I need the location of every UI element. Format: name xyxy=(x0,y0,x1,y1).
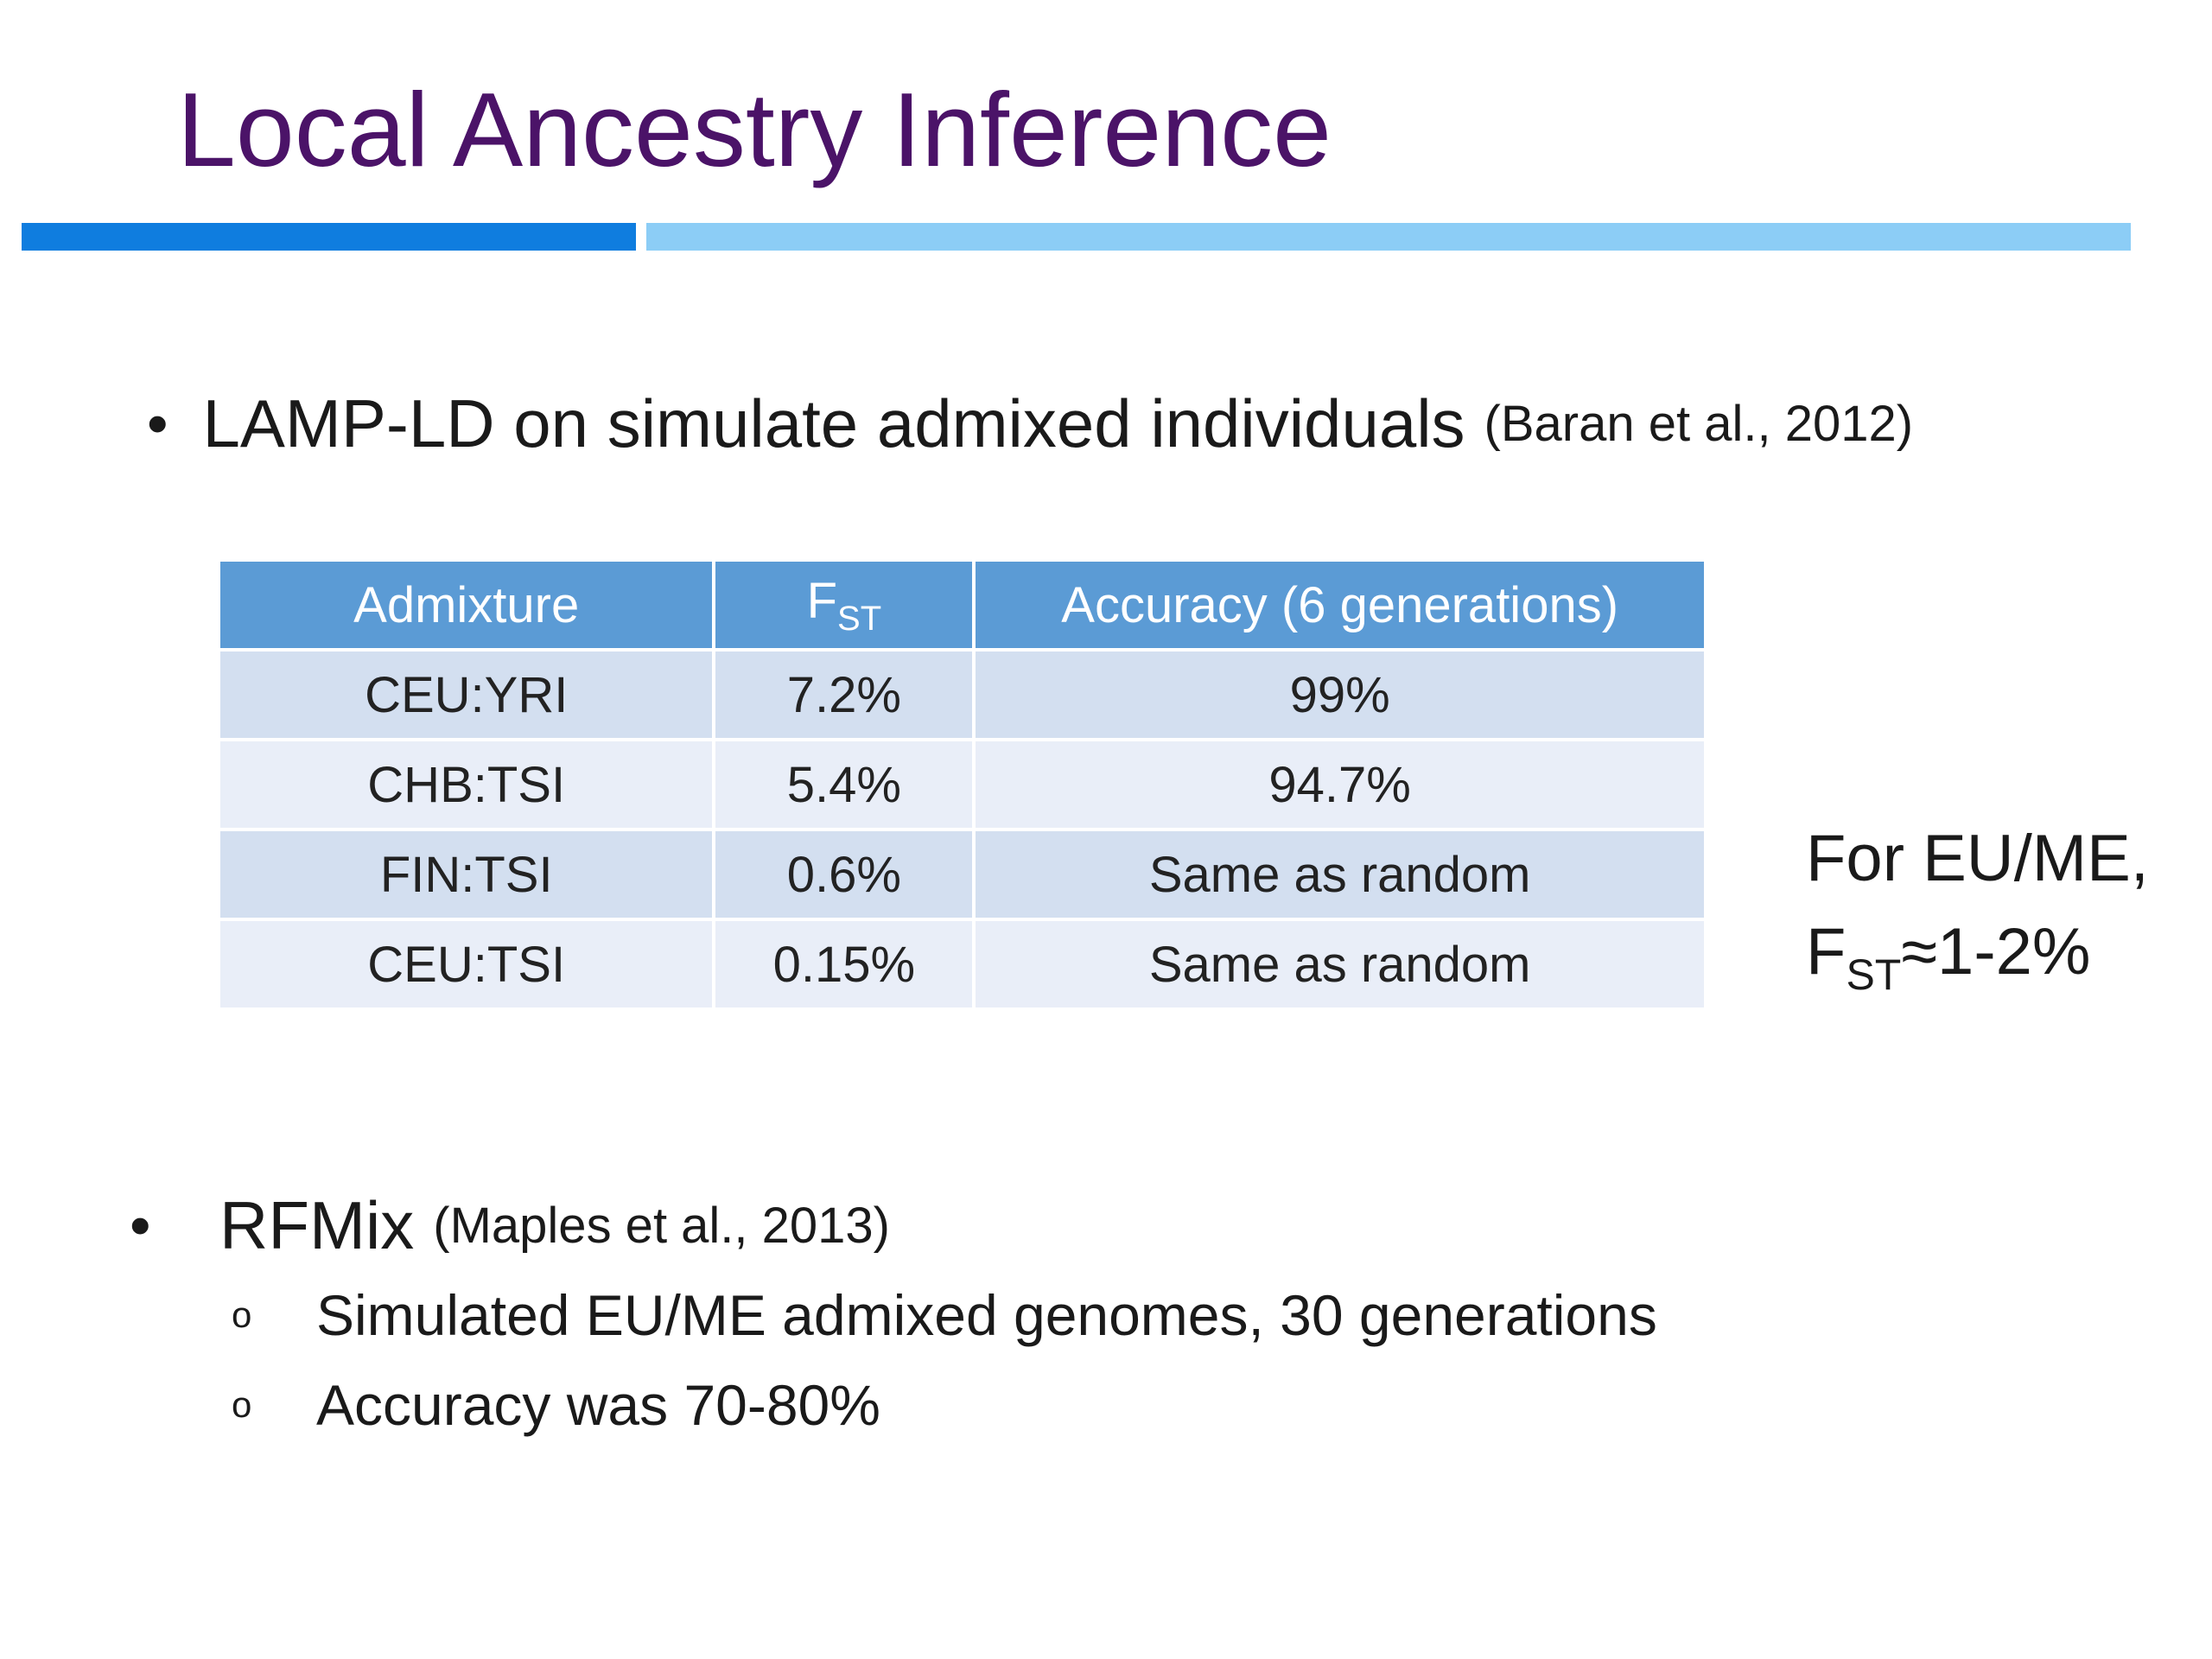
title-rule-light xyxy=(646,223,2131,251)
bullet-rfmix: • RFMix (Maples et al., 2013) xyxy=(130,1182,890,1268)
table-row: FIN:TSI 0.6% Same as random xyxy=(220,831,1704,918)
header-accuracy: Accuracy (6 generations) xyxy=(976,562,1704,648)
cell-accuracy: Same as random xyxy=(976,831,1704,918)
header-admixture: Admixture xyxy=(220,562,713,648)
bullet-icon: • xyxy=(147,390,168,457)
sub-bullet-text: Simulated EU/ME admixed genomes, 30 gene… xyxy=(316,1283,1657,1347)
cell-admixture: CEU:TSI xyxy=(220,921,713,1007)
sub-bullet-item: o Accuracy was 70-80% xyxy=(232,1362,880,1448)
table-header-row: Admixture FST Accuracy (6 generations) xyxy=(220,562,1704,648)
table-row: CEU:TSI 0.15% Same as random xyxy=(220,921,1704,1007)
bullet-text: RFMix xyxy=(219,1186,415,1263)
cell-accuracy: 99% xyxy=(976,652,1704,738)
side-note-line2: FST≈1-2% xyxy=(1806,906,2149,1021)
side-note-rest: ≈1-2% xyxy=(1901,915,2091,988)
cell-admixture: CHB:TSI xyxy=(220,741,713,828)
cell-admixture: FIN:TSI xyxy=(220,831,713,918)
cell-fst: 0.15% xyxy=(715,921,973,1007)
side-note-sub: ST xyxy=(1846,950,1902,999)
cell-accuracy: 94.7% xyxy=(976,741,1704,828)
header-fst-main: F xyxy=(806,572,838,629)
circle-bullet-icon: o xyxy=(232,1294,252,1335)
sub-bullet-text: Accuracy was 70-80% xyxy=(316,1373,880,1437)
table-row: CHB:TSI 5.4% 94.7% xyxy=(220,741,1704,828)
bullet-icon: • xyxy=(130,1192,151,1259)
header-fst: FST xyxy=(715,562,973,648)
bullet-text: LAMP-LD on simulate admixed individuals xyxy=(202,385,1465,461)
table-row: CEU:YRI 7.2% 99% xyxy=(220,652,1704,738)
header-fst-sub: ST xyxy=(837,599,882,638)
cell-fst: 7.2% xyxy=(715,652,973,738)
side-note-line1: For EU/ME, xyxy=(1806,822,2149,895)
side-note-f: F xyxy=(1806,915,1847,988)
fst-side-note: For EU/ME, FST≈1-2% xyxy=(1806,812,2149,1021)
bullet-citation: (Baran et al., 2012) xyxy=(1484,395,1914,452)
bullet-lamp-ld: • LAMP-LD on simulate admixed individual… xyxy=(147,380,1913,467)
title-rule-dark xyxy=(22,223,636,251)
circle-bullet-icon: o xyxy=(232,1384,252,1425)
cell-accuracy: Same as random xyxy=(976,921,1704,1007)
cell-fst: 0.6% xyxy=(715,831,973,918)
bullet-citation: (Maples et al., 2013) xyxy=(433,1197,890,1254)
slide-title: Local Ancestry Inference xyxy=(177,71,1332,188)
cell-fst: 5.4% xyxy=(715,741,973,828)
results-table: Admixture FST Accuracy (6 generations) C… xyxy=(217,558,1707,1011)
cell-admixture: CEU:YRI xyxy=(220,652,713,738)
sub-bullet-item: o Simulated EU/ME admixed genomes, 30 ge… xyxy=(232,1272,1657,1358)
